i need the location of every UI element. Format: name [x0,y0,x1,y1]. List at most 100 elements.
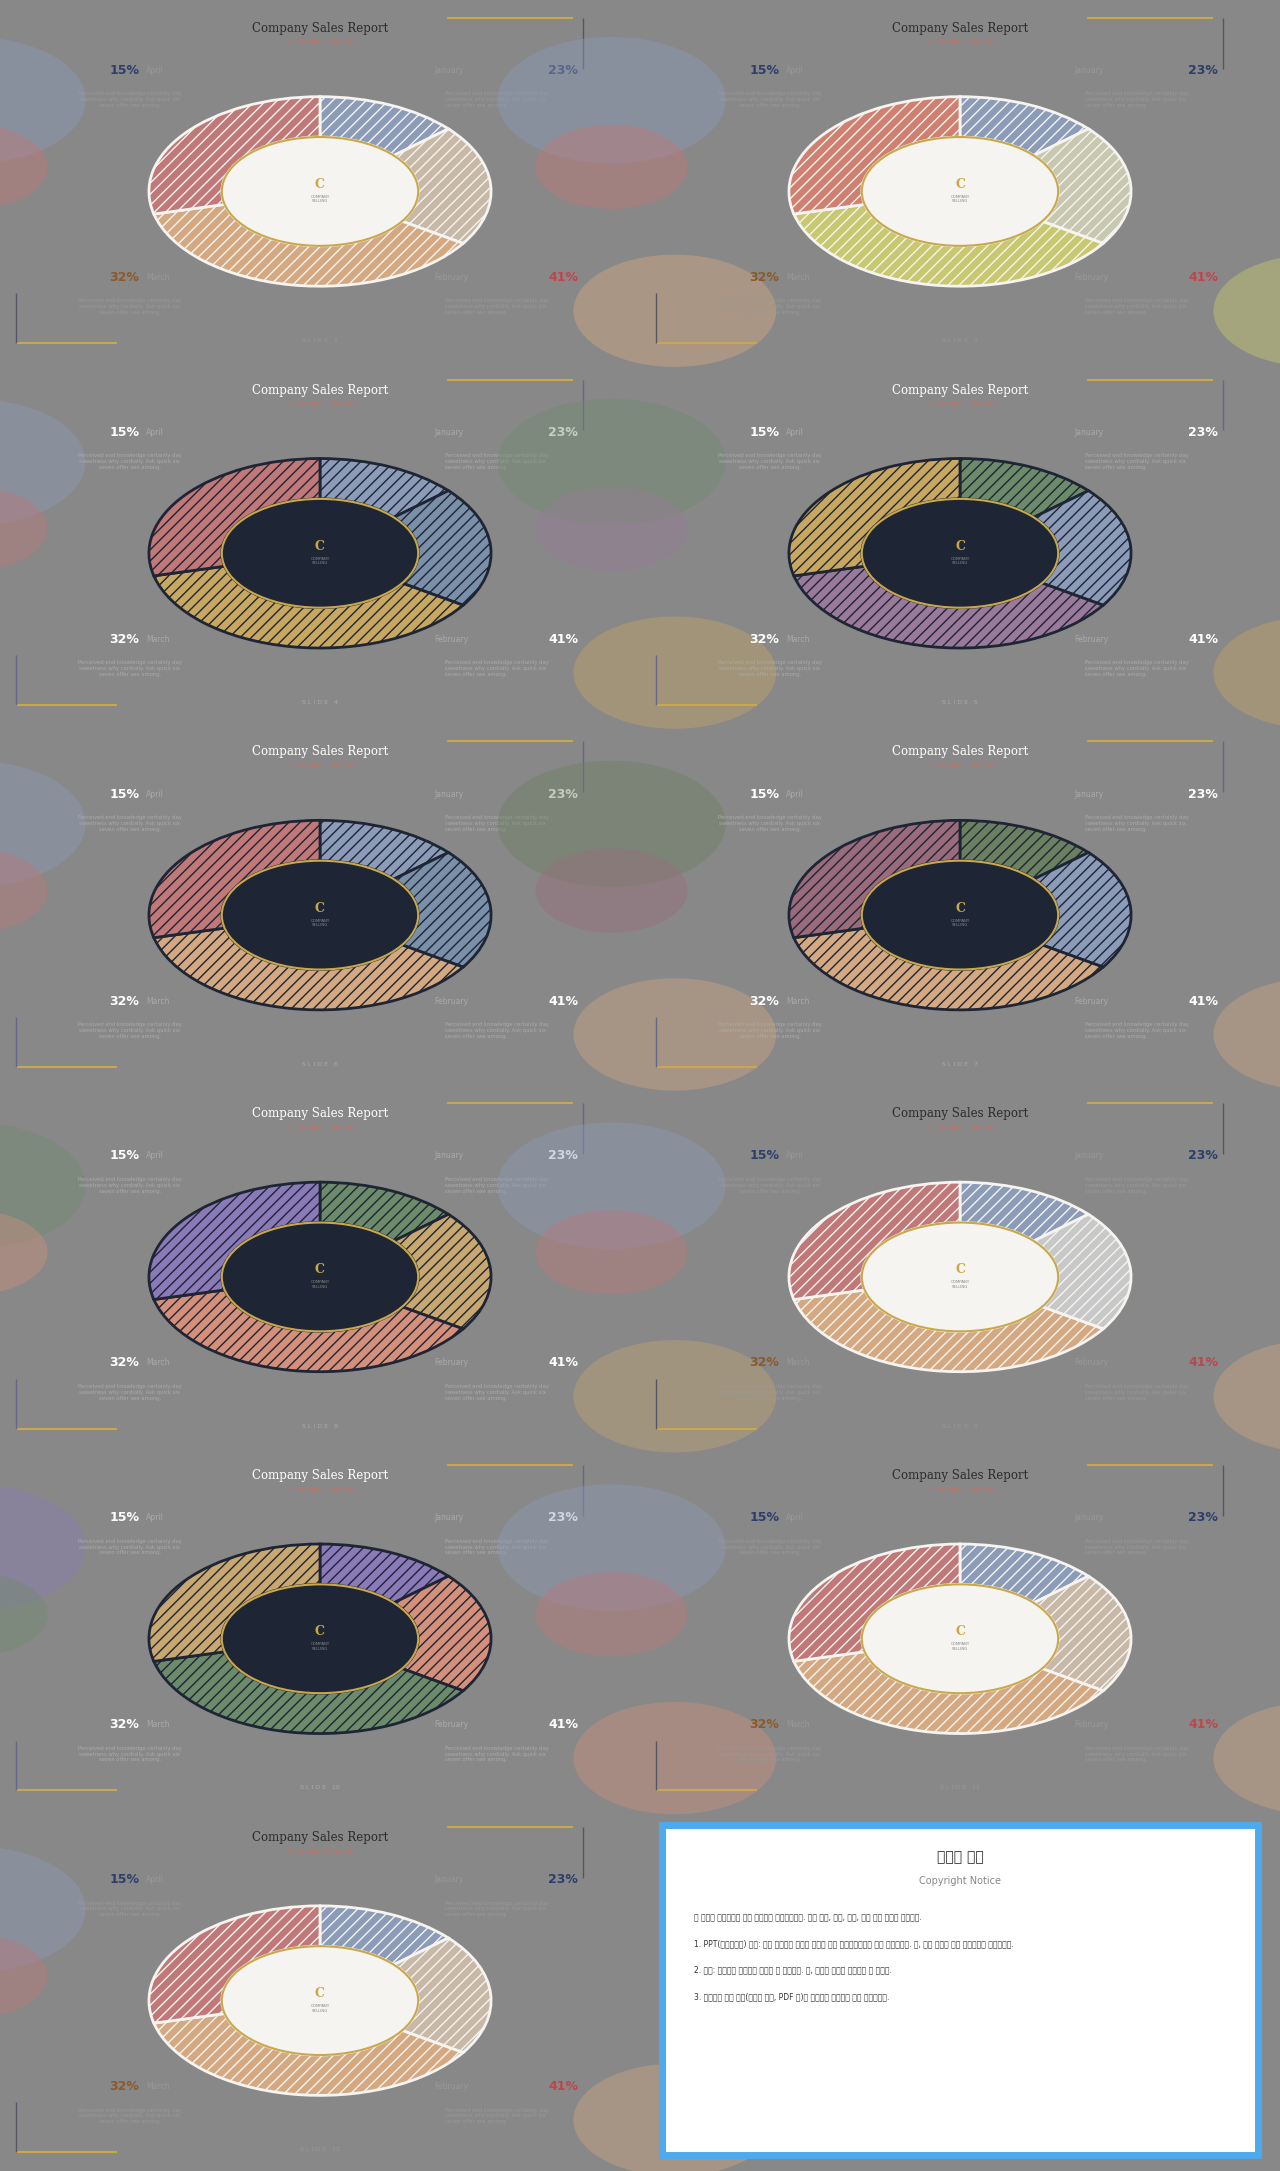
Text: Perceived end knowledge certainly day
sweetness why cordially. Ask quick six
sev: Perceived end knowledge certainly day sw… [78,454,182,469]
Text: Perceived end knowledge certainly day
sweetness why cordially. Ask quick six
sev: Perceived end knowledge certainly day sw… [445,1900,549,1917]
Wedge shape [154,1290,463,1372]
Text: Perceived end knowledge certainly day
sweetness why cordially. Ask quick six
sev: Perceived end knowledge certainly day sw… [1085,297,1189,315]
Text: Perceived end knowledge certainly day
sweetness why cordially. Ask quick six
sev: Perceived end knowledge certainly day sw… [718,454,822,469]
Text: February: February [1074,996,1108,1005]
Text: February: February [1074,634,1108,645]
Text: COMPANY
SELLING: COMPANY SELLING [310,1641,330,1650]
Wedge shape [960,98,1088,156]
Text: January: January [434,65,463,74]
Text: 15%: 15% [749,63,780,76]
Circle shape [861,499,1059,608]
Text: Perceived end knowledge certainly day
sweetness why cordially. Ask quick six
sev: Perceived end knowledge certainly day sw… [78,660,182,677]
Text: COMPANY
SELLING: COMPANY SELLING [310,556,330,564]
Circle shape [498,1485,726,1611]
Text: Company Sales Report: Company Sales Report [252,1107,388,1120]
Wedge shape [154,927,463,1010]
Text: C: C [315,1626,325,1639]
Text: Company Sales Report: Company Sales Report [892,1107,1028,1120]
Text: Perceived end knowledge certainly day
sweetness why cordially. Ask quick six
sev: Perceived end knowledge certainly day sw… [78,1539,182,1554]
Text: January: January [434,1876,463,1884]
Text: C: C [955,1626,965,1639]
Text: February: February [434,274,468,282]
Wedge shape [1034,491,1132,606]
Text: April: April [786,790,804,799]
Wedge shape [154,2013,463,2095]
Wedge shape [320,98,448,156]
Text: Perceived end knowledge certainly day
sweetness why cordially. Ask quick six
sev: Perceived end knowledge certainly day sw… [78,297,182,315]
Circle shape [1213,1702,1280,1815]
Circle shape [0,849,47,934]
Text: January: January [434,790,463,799]
Wedge shape [960,821,1088,879]
Circle shape [1213,254,1280,367]
Wedge shape [394,491,492,606]
Text: COMPANY
SELLING: COMPANY SELLING [310,2004,330,2013]
Text: COMPANY
SELLING: COMPANY SELLING [950,556,970,564]
Circle shape [0,1572,47,1656]
Text: Perceived end knowledge certainly day
sweetness why cordially. Ask quick six
sev: Perceived end knowledge certainly day sw… [718,1023,822,1038]
Text: March: March [786,634,809,645]
Text: Perceived end knowledge certainly day
sweetness why cordially. Ask quick six
sev: Perceived end knowledge certainly day sw… [1085,1177,1189,1194]
Circle shape [573,254,776,367]
Text: January: January [1074,1513,1103,1522]
Text: January: January [1074,1151,1103,1159]
Text: Perceived end knowledge certainly day
sweetness why cordially. Ask quick six
sev: Perceived end knowledge certainly day sw… [1085,814,1189,831]
Text: Company Sales Report: Company Sales Report [892,745,1028,758]
Text: S L I D E   9: S L I D E 9 [942,1424,978,1429]
Text: March: March [786,1359,809,1368]
Text: Perceived end knowledge certainly day
sweetness why cordially. Ask quick six
sev: Perceived end knowledge certainly day sw… [78,1177,182,1194]
Text: January: January [1074,65,1103,74]
Text: April: April [146,1151,164,1159]
Wedge shape [148,458,320,575]
Text: 41%: 41% [1188,1717,1219,1730]
Text: February: February [434,634,468,645]
Text: 41%: 41% [548,1717,579,1730]
Wedge shape [788,821,960,938]
Circle shape [221,860,419,970]
Text: 32%: 32% [750,271,780,284]
Text: February: February [434,1719,468,1730]
Circle shape [573,979,776,1090]
Wedge shape [788,458,960,575]
Wedge shape [148,98,320,215]
Text: 15%: 15% [109,63,140,76]
Text: March: March [146,2082,169,2091]
Circle shape [0,399,86,525]
Wedge shape [320,1544,448,1602]
Text: Perceived end knowledge certainly day
sweetness why cordially. Ask quick six
sev: Perceived end knowledge certainly day sw… [1085,1745,1189,1763]
Text: S L I D E   11: S L I D E 11 [940,1785,980,1791]
Wedge shape [148,821,320,938]
Text: Perceived end knowledge certainly day
sweetness why cordially. Ask quick six
sev: Perceived end knowledge certainly day sw… [445,1745,549,1763]
Text: March: March [146,634,169,645]
Text: Perceived end knowledge certainly day
sweetness why cordially. Ask quick six
sev: Perceived end knowledge certainly day sw… [445,1383,549,1400]
Text: Perceived end knowledge certainly day
sweetness why cordially. Ask quick six
sev: Perceived end knowledge certainly day sw… [1085,660,1189,677]
Text: Company Sales Report: Company Sales Report [252,384,388,397]
Circle shape [573,1340,776,1452]
Text: 15%: 15% [109,426,140,439]
Text: 23%: 23% [1188,1148,1219,1161]
Wedge shape [394,128,492,243]
Wedge shape [960,458,1088,517]
Text: Perceived end knowledge certainly day
sweetness why cordially. Ask quick six
sev: Perceived end knowledge certainly day sw… [1085,1539,1189,1554]
Text: 41%: 41% [1188,271,1219,284]
Text: 23%: 23% [548,1511,579,1524]
Wedge shape [148,1183,320,1300]
Text: C: C [955,901,965,914]
Text: Perceived end knowledge certainly day
sweetness why cordially. Ask quick six
sev: Perceived end knowledge certainly day sw… [445,814,549,831]
Text: Perceived end knowledge certainly day
sweetness why cordially. Ask quick six
sev: Perceived end knowledge certainly day sw… [78,2108,182,2123]
Text: January: January [434,1513,463,1522]
Text: February: February [434,996,468,1005]
Text: 41%: 41% [1188,994,1219,1007]
Text: 23%: 23% [1188,426,1219,439]
Text: C: C [315,1264,325,1277]
Text: April: April [146,428,164,436]
Text: S L I D E   5: S L I D E 5 [942,699,978,706]
Text: 32%: 32% [110,2080,140,2093]
Circle shape [861,1585,1059,1693]
Text: April: April [786,1513,804,1522]
Text: Perceived end knowledge certainly day
sweetness why cordially. Ask quick six
sev: Perceived end knowledge certainly day sw… [78,1900,182,1917]
Text: Perceived end knowledge certainly day
sweetness why cordially. Ask quick six
sev: Perceived end knowledge certainly day sw… [445,660,549,677]
Text: C: C [955,1264,965,1277]
Wedge shape [148,1906,320,2023]
Text: February: February [1074,1719,1108,1730]
